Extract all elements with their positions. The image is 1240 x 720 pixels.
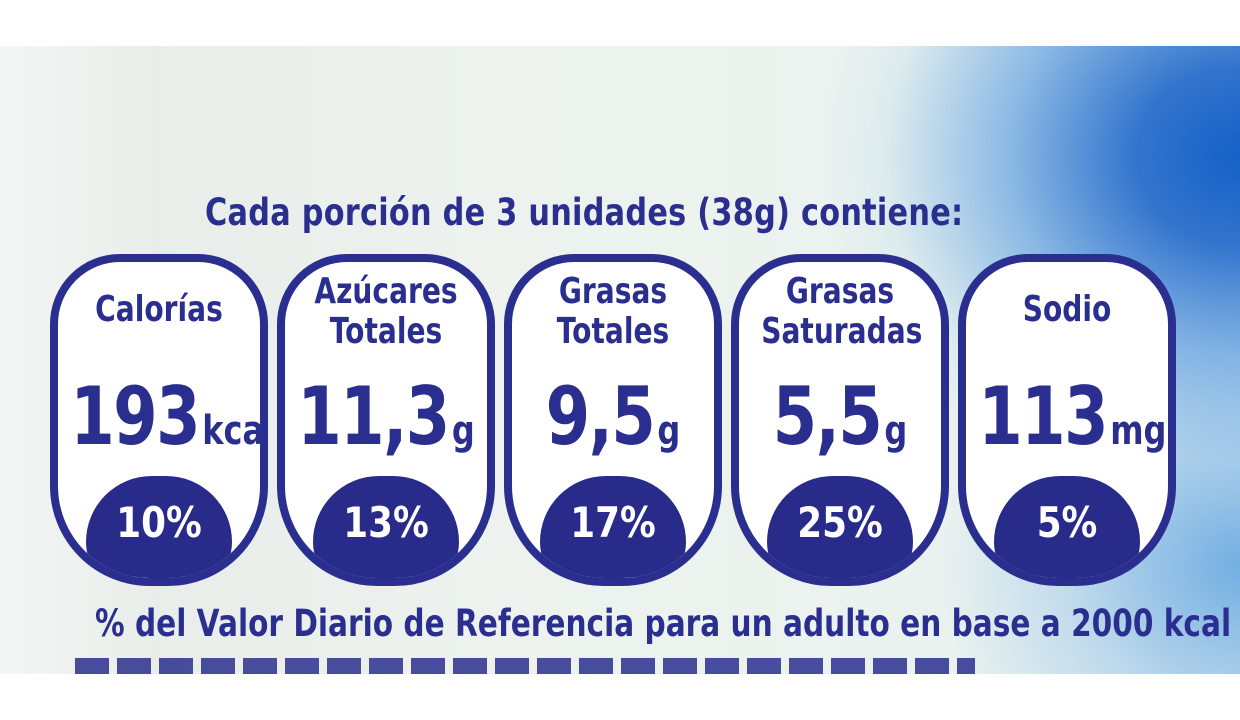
seal-grasas-saturadas: Grasas Saturadas 5,5g 25% (731, 254, 949, 586)
seal-label-line-2: Totales (329, 311, 443, 352)
seal-label-line-2: Saturadas (761, 311, 923, 352)
seal-value: 5,5g (751, 372, 929, 484)
seal-value-unit: mg (1110, 408, 1167, 454)
seal-percent: 10% (116, 498, 202, 547)
serving-intro: Cada porción de 3 unidades (38g) contien… (205, 191, 964, 234)
seal-percent-badge: 13% (313, 476, 459, 578)
seal-sodio: Sodio 113mg 5% (958, 254, 1176, 586)
seal-value-number: 11,3 (297, 370, 450, 463)
seal-value: 9,5g (524, 372, 702, 484)
seal-label-line-2: Totales (556, 311, 670, 352)
seal-percent: 17% (570, 498, 656, 547)
seal-value: 11,3g (297, 372, 475, 484)
seal-percent: 5% (1036, 498, 1098, 547)
seal-percent: 13% (343, 498, 429, 547)
seal-value-number: 9,5 (545, 370, 656, 463)
seal-value-unit: g (657, 408, 681, 454)
nutrition-label-photo: Cada porción de 3 unidades (38g) contien… (0, 46, 1240, 674)
seal-value-number: 193 (70, 370, 200, 463)
reference-footnote: % del Valor Diario de Referencia para un… (95, 602, 1232, 645)
seal-label-line-1: Grasas (785, 271, 895, 312)
seal-grasas-totales: Grasas Totales 9,5g 17% (504, 254, 722, 586)
seal-percent-badge: 10% (86, 476, 232, 578)
seal-label-line-1: Grasas (558, 271, 668, 312)
seal-percent: 25% (797, 498, 883, 547)
seal-value-unit: g (884, 408, 908, 454)
seal-value: 113mg (978, 370, 1166, 484)
seal-value-unit: g (451, 408, 475, 454)
seal-percent-badge: 25% (767, 476, 913, 578)
seal-label: Calorías (95, 289, 223, 330)
seal-calorias: Calorías 193kcal 10% (50, 254, 268, 586)
seal-percent-badge: 17% (540, 476, 686, 578)
seal-label-line-1: Azúcares (314, 271, 458, 312)
seal-value-number: 113 (978, 370, 1108, 463)
seal-label: Sodio (1022, 289, 1112, 330)
seal-percent-badge: 5% (994, 476, 1140, 578)
seal-value: 193kcal (70, 370, 260, 484)
seal-value-number: 5,5 (772, 370, 883, 463)
seal-azucares-totales: Azúcares Totales 11,3g 13% (277, 254, 495, 586)
cropped-text-line (75, 658, 975, 674)
seal-value-unit: kcal (202, 408, 268, 454)
